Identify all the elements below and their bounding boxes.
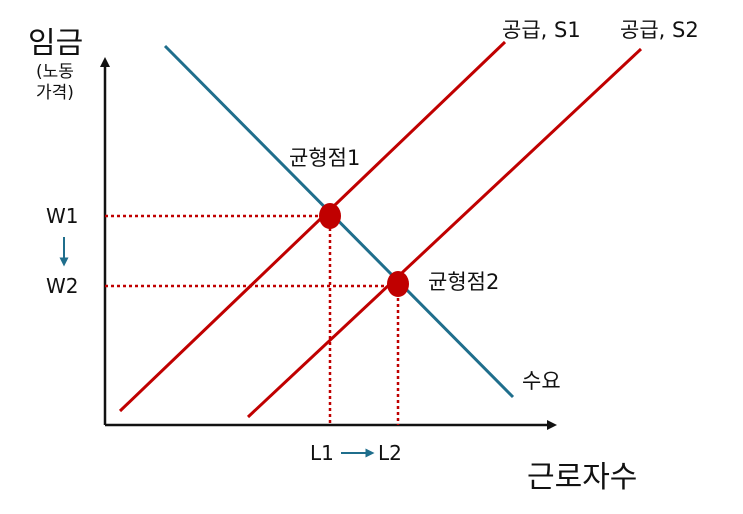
equilibrium-1-label: 균형점1 <box>289 146 361 170</box>
supply-curve-s2 <box>246 47 643 419</box>
y-axis-subtitle: (노동 가격) <box>30 62 80 104</box>
equilibrium-point-1 <box>319 203 341 229</box>
supply-s1-label: 공급, S1 <box>502 18 581 42</box>
supply-s2-label: 공급, S2 <box>620 18 699 42</box>
x-axis-title: 근로자수 <box>527 460 638 495</box>
w1-tick-label: W1 <box>46 204 79 228</box>
y-axis-subtitle-line1: (노동 <box>36 62 74 82</box>
w2-tick-label: W2 <box>46 274 79 298</box>
y-axis-title: 임금 <box>28 26 84 61</box>
l2-tick-label: L2 <box>378 441 402 465</box>
supply-curve-s1 <box>118 40 507 413</box>
y-axis-subtitle-line2: 가격) <box>36 83 74 103</box>
demand-label: 수요 <box>522 369 561 393</box>
equilibrium-point-2 <box>387 271 409 297</box>
equilibrium-2-label: 균형점2 <box>428 270 500 294</box>
l1-tick-label: L1 <box>310 441 334 465</box>
